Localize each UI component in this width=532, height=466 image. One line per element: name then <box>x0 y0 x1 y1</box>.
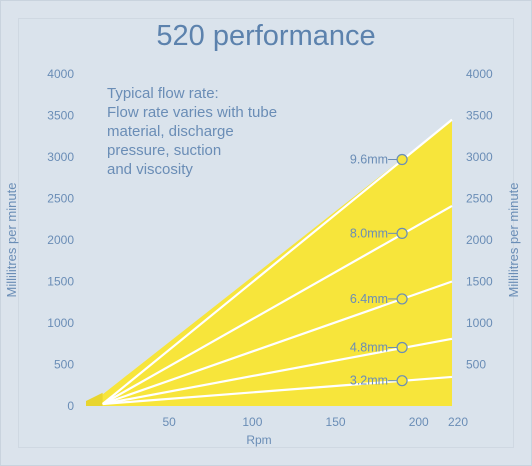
y-tick-label-right: 2000 <box>466 233 493 247</box>
y-tick-label-right: 2500 <box>466 192 493 206</box>
series-label: 4.8mm <box>350 340 388 354</box>
flow-rate-note: Typical flow rate: Flow rate varies with… <box>107 84 327 179</box>
y-tick-label-left: 500 <box>54 358 74 372</box>
note-line-1: Typical flow rate: <box>107 85 219 102</box>
x-axis-title: Rpm <box>246 433 271 447</box>
note-line-3: material, discharge <box>107 123 234 140</box>
series-marker <box>396 341 408 354</box>
start-wedge <box>86 392 103 406</box>
y-tick-label-left: 1500 <box>47 275 74 289</box>
y-axis-title-right: Millilitres per minute <box>506 183 521 298</box>
y-tick-label-right: 1000 <box>466 316 493 330</box>
note-line-5: and viscosity <box>107 161 193 178</box>
series-label: 6.4mm <box>350 292 388 306</box>
x-tick-label: 50 <box>163 415 177 429</box>
y-tick-label-right: 500 <box>466 358 486 372</box>
flow-area <box>86 119 452 407</box>
y-tick-label-right: 1500 <box>466 275 493 289</box>
chart-title: 520 performance <box>156 20 376 52</box>
series-label: 8.0mm <box>350 226 388 240</box>
series-line <box>102 337 453 406</box>
series-label: 9.6mm <box>350 152 388 166</box>
y-tick-label-left: 1000 <box>47 316 74 330</box>
y-tick-label-right: 3000 <box>466 150 493 164</box>
x-tick-label: 220 <box>448 415 468 429</box>
note-line-4: pressure, suction <box>107 142 222 159</box>
series-line <box>101 118 453 405</box>
y-tick-label-left: 0 <box>67 399 74 413</box>
y-tick-label-right: 3500 <box>466 109 493 123</box>
note-line-2: Flow rate varies with tube <box>107 104 278 121</box>
series-marker <box>396 293 408 305</box>
series-line <box>102 280 453 406</box>
y-tick-label-right: 4000 <box>466 67 493 81</box>
x-tick-label: 200 <box>409 415 429 429</box>
x-tick-label: 100 <box>242 415 262 429</box>
y-axis-title-left: Millilitres per minute <box>4 183 19 298</box>
series-line <box>102 205 453 405</box>
y-tick-label-left: 2500 <box>47 192 74 206</box>
y-tick-label-left: 2000 <box>47 233 74 247</box>
y-tick-label-left: 3000 <box>47 150 74 164</box>
y-tick-label-left: 4000 <box>47 67 74 81</box>
series-marker <box>396 153 408 166</box>
x-tick-label: 150 <box>326 415 346 429</box>
series-marker <box>396 227 408 239</box>
y-tick-label-left: 3500 <box>47 109 74 123</box>
series-marker <box>396 375 408 387</box>
series-line <box>102 375 453 406</box>
series-label: 3.2mm <box>350 374 388 388</box>
